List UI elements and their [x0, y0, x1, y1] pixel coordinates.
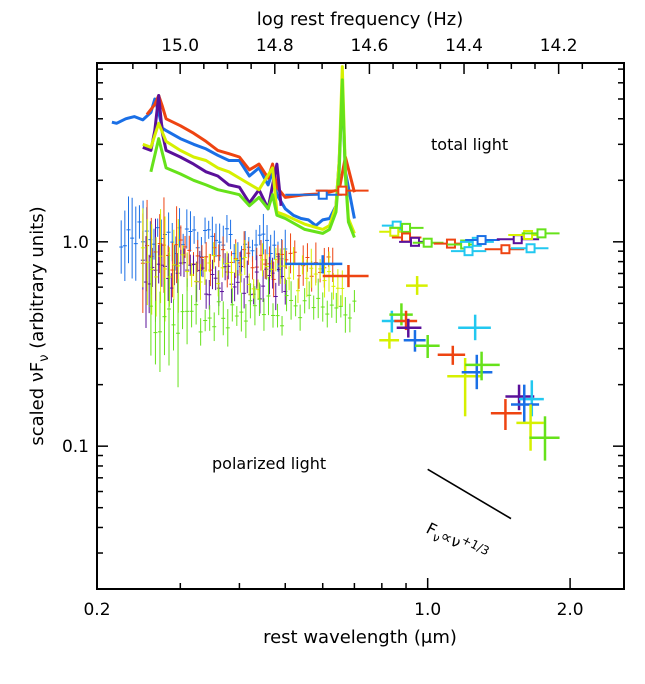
polarized-photometry-point — [406, 276, 428, 295]
polarized-photometry-point — [461, 354, 493, 390]
polarized-photometry-point — [414, 334, 440, 359]
polarized-photometry-point — [396, 318, 422, 338]
total-photometry-point — [450, 246, 487, 257]
top-tick-label: 14.4 — [445, 36, 483, 56]
total-photometry-marker — [337, 185, 348, 196]
polarized-photometry-point — [490, 399, 522, 430]
total-photometry-marker — [536, 228, 547, 239]
total-light-label: total light — [431, 135, 508, 154]
total-photometry-marker — [525, 243, 536, 254]
total-photometry-marker — [401, 232, 412, 243]
total-photometry-marker — [422, 237, 433, 248]
top-tick-label: 15.0 — [161, 36, 199, 56]
slope-reference-line — [427, 468, 512, 520]
total-photometry-point — [315, 185, 369, 196]
polarized-photometry-point — [465, 351, 500, 381]
polarized-photometry-point — [403, 330, 426, 352]
polarized-photometry-point — [505, 384, 535, 411]
total-photometry-marker — [401, 222, 412, 233]
x-tick-label: 0.2 — [83, 600, 110, 620]
polarized-photometry-point — [458, 314, 491, 341]
total-photometry-marker — [512, 234, 523, 245]
total-photometry-point — [521, 228, 560, 239]
total-photometry-point — [510, 243, 549, 254]
top-tick-label: 14.6 — [350, 36, 388, 56]
x-tick-label: 2.0 — [557, 600, 584, 620]
total-spectrum-green — [149, 78, 356, 239]
x-tick-label: 1.0 — [414, 600, 441, 620]
plot-frame — [96, 62, 625, 590]
polarized-spectrum-yellow — [140, 208, 345, 322]
polarized-photometry-point — [510, 384, 540, 423]
polarized-photometry-point — [379, 332, 400, 349]
total-photometry-marker — [389, 226, 400, 237]
polarized-photometry-point — [516, 404, 544, 451]
polarized-light-label: polarized light — [212, 454, 326, 473]
top-axis-title: log rest frequency (Hz) — [257, 9, 463, 30]
y-axis-title-tail: (arbitrary units) — [27, 206, 48, 354]
total-photometry-point — [465, 235, 500, 246]
total-photometry-marker — [476, 235, 487, 246]
polarized-spectrum-green — [148, 252, 357, 388]
polarized-photometry-point — [285, 255, 343, 274]
y-axis-title-sub: ν — [37, 354, 52, 361]
total-photometry-marker — [500, 244, 511, 255]
total-photometry-marker — [523, 229, 534, 240]
top-tick-label: 14.2 — [540, 36, 578, 56]
polarized-photometry-point — [437, 345, 466, 365]
top-tick-label: 14.8 — [256, 36, 294, 56]
polarized-photometry-point — [322, 265, 369, 288]
y-axis-title: scaled νFν (arbitrary units) — [27, 206, 52, 445]
polarized-photometry-point — [529, 416, 560, 461]
ticks-layer: 0.2 1.0 2.0 0.1 1.0 15.0 14.8 14.6 14.4 14.2 — [62, 36, 624, 620]
y-axis-title-main: scaled νF — [27, 362, 48, 446]
x-axis-title: rest wavelength (μm) — [263, 627, 457, 648]
spectra-layer — [111, 65, 357, 388]
photometry-layer — [285, 185, 560, 461]
total-photometry-point — [389, 222, 424, 233]
total-photometry-marker — [463, 246, 474, 257]
total-photometry-marker — [317, 189, 328, 200]
y-tick-label: 0.1 — [62, 437, 89, 457]
y-tick-label: 1.0 — [62, 233, 89, 253]
